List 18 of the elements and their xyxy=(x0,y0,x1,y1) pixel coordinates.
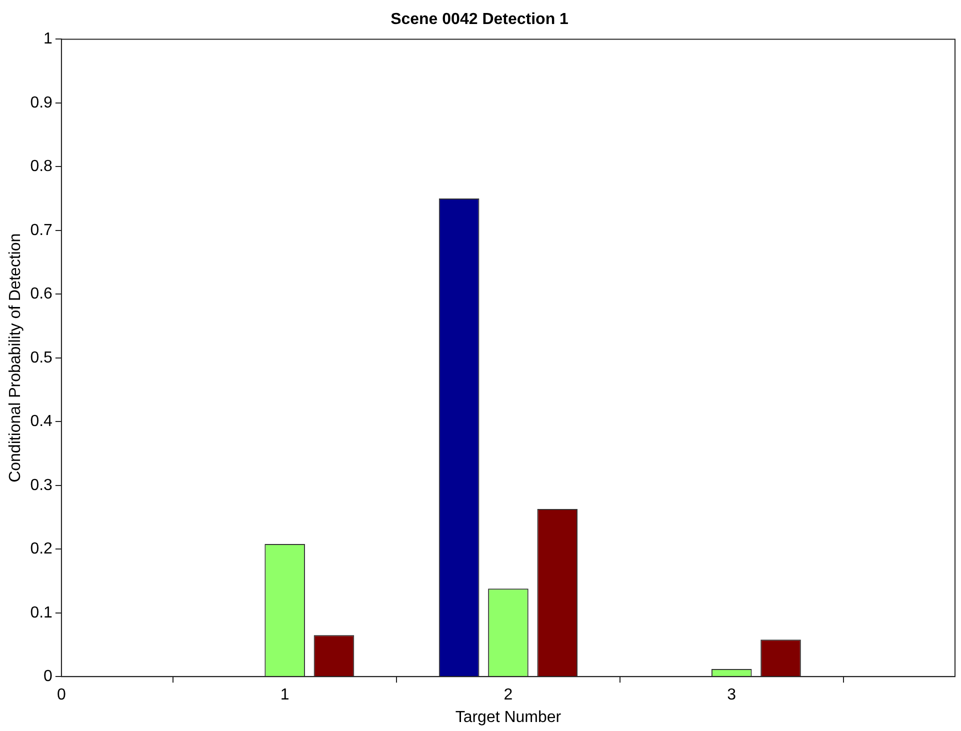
y-tick-label: 0.9 xyxy=(30,94,53,112)
x-tick-label: 3 xyxy=(727,686,736,704)
x-tick-label: 2 xyxy=(504,686,513,704)
y-tick-label: 0 xyxy=(44,668,53,686)
chart-title: Scene 0042 Detection 1 xyxy=(390,11,569,28)
y-tick-label: 0.5 xyxy=(30,349,53,366)
y-tick-label: 0.6 xyxy=(30,286,53,303)
y-tick-label: 0.4 xyxy=(30,413,53,430)
y-axis-title: Conditional Probability of Detection xyxy=(7,233,24,482)
x-tick-label: 1 xyxy=(280,686,290,704)
y-tick-label: 0.7 xyxy=(30,222,53,239)
y-tick-label: 1 xyxy=(44,30,53,48)
x-axis-title: Target Number xyxy=(455,708,562,726)
y-tick-label: 0.2 xyxy=(30,540,53,558)
y-tick-label: 0.1 xyxy=(30,604,53,622)
x-tick-label: 0 xyxy=(56,686,66,704)
y-tick-label: 0.8 xyxy=(30,158,53,176)
y-tick-label: 0.3 xyxy=(30,476,53,494)
